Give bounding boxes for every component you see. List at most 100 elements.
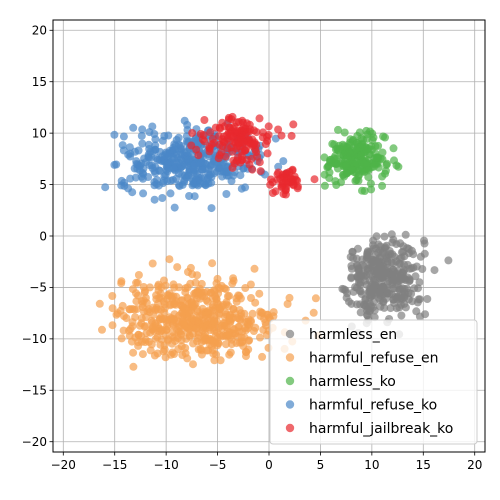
data-point xyxy=(283,300,292,308)
data-point xyxy=(189,164,198,173)
data-point xyxy=(241,284,250,292)
data-point xyxy=(165,255,174,264)
data-point xyxy=(213,274,222,283)
data-point xyxy=(356,308,365,317)
data-point xyxy=(346,252,355,261)
series-harmless_ko xyxy=(320,125,403,195)
data-point xyxy=(112,310,121,319)
data-point xyxy=(178,317,187,326)
data-point xyxy=(117,334,126,343)
data-point xyxy=(364,166,373,175)
data-point xyxy=(363,311,372,320)
data-point xyxy=(352,300,361,309)
data-point xyxy=(330,140,339,149)
data-point xyxy=(287,131,296,140)
legend: harmless_en harmful_refuse_en harmless_koh… xyxy=(269,319,478,445)
data-point xyxy=(269,312,278,321)
data-point xyxy=(420,239,429,248)
data-point xyxy=(191,324,200,333)
data-point xyxy=(239,138,248,147)
x-tick-label: −15 xyxy=(102,458,127,472)
data-point xyxy=(124,150,133,159)
data-point xyxy=(357,270,366,279)
data-point xyxy=(146,328,155,337)
data-point xyxy=(380,232,389,241)
data-point xyxy=(141,338,150,347)
data-point xyxy=(311,294,320,303)
data-point xyxy=(108,321,117,330)
data-point xyxy=(248,165,257,174)
y-tick-label: −5 xyxy=(29,281,47,295)
x-tick-label: −10 xyxy=(153,458,178,472)
data-point xyxy=(206,128,215,137)
data-point xyxy=(169,280,178,289)
data-point xyxy=(163,167,172,176)
data-point xyxy=(158,194,167,202)
data-point xyxy=(258,352,267,361)
data-point xyxy=(356,278,365,287)
x-tick-label: 20 xyxy=(467,458,482,472)
data-point xyxy=(195,289,204,298)
data-point xyxy=(378,248,387,257)
data-point xyxy=(240,146,249,155)
data-point xyxy=(285,293,294,302)
data-point xyxy=(381,133,389,142)
series-harmful_jailbreak_ko xyxy=(187,112,319,199)
data-point xyxy=(95,299,104,308)
series-harmless_en xyxy=(338,230,453,339)
data-point xyxy=(188,129,197,137)
y-tick-label: 15 xyxy=(32,75,47,89)
data-point xyxy=(320,181,329,190)
data-point xyxy=(411,272,420,281)
data-point xyxy=(196,345,205,353)
data-point xyxy=(198,323,207,332)
data-point xyxy=(131,313,140,322)
data-point xyxy=(263,149,272,158)
data-point xyxy=(377,272,386,280)
data-point xyxy=(288,175,297,184)
data-point xyxy=(241,183,250,192)
data-point xyxy=(370,313,379,322)
data-point xyxy=(177,342,186,351)
data-point xyxy=(332,181,341,189)
data-point xyxy=(175,182,184,191)
data-point xyxy=(151,135,160,144)
data-point xyxy=(144,150,153,159)
data-point xyxy=(289,120,298,129)
data-point xyxy=(156,166,165,175)
data-point xyxy=(324,161,333,170)
x-tick-label: −20 xyxy=(51,458,76,472)
data-point xyxy=(134,271,143,279)
data-point xyxy=(340,285,349,294)
data-point xyxy=(218,172,227,181)
data-point xyxy=(367,185,376,194)
data-point xyxy=(193,305,202,314)
data-point xyxy=(400,285,409,293)
data-point xyxy=(162,326,171,334)
data-point xyxy=(366,283,375,292)
data-point xyxy=(132,289,140,298)
data-point xyxy=(163,316,171,324)
data-point xyxy=(158,136,167,145)
data-point xyxy=(256,167,265,176)
data-point xyxy=(277,183,286,192)
x-tick-label: 15 xyxy=(416,458,431,472)
data-point xyxy=(192,312,201,321)
data-point xyxy=(129,123,138,132)
data-point xyxy=(444,256,453,265)
y-tick-label: −15 xyxy=(22,384,47,398)
data-point xyxy=(184,171,193,180)
data-point xyxy=(399,267,408,276)
data-point xyxy=(118,141,127,150)
y-tick-label: −20 xyxy=(22,435,47,449)
data-point xyxy=(185,158,194,167)
data-point xyxy=(381,169,389,178)
data-point xyxy=(355,128,364,137)
data-point xyxy=(389,144,398,153)
data-point xyxy=(210,286,219,295)
legend-marker xyxy=(285,423,295,433)
data-point xyxy=(166,189,175,198)
data-point xyxy=(138,125,147,134)
data-points xyxy=(95,112,453,371)
data-point xyxy=(135,166,144,175)
